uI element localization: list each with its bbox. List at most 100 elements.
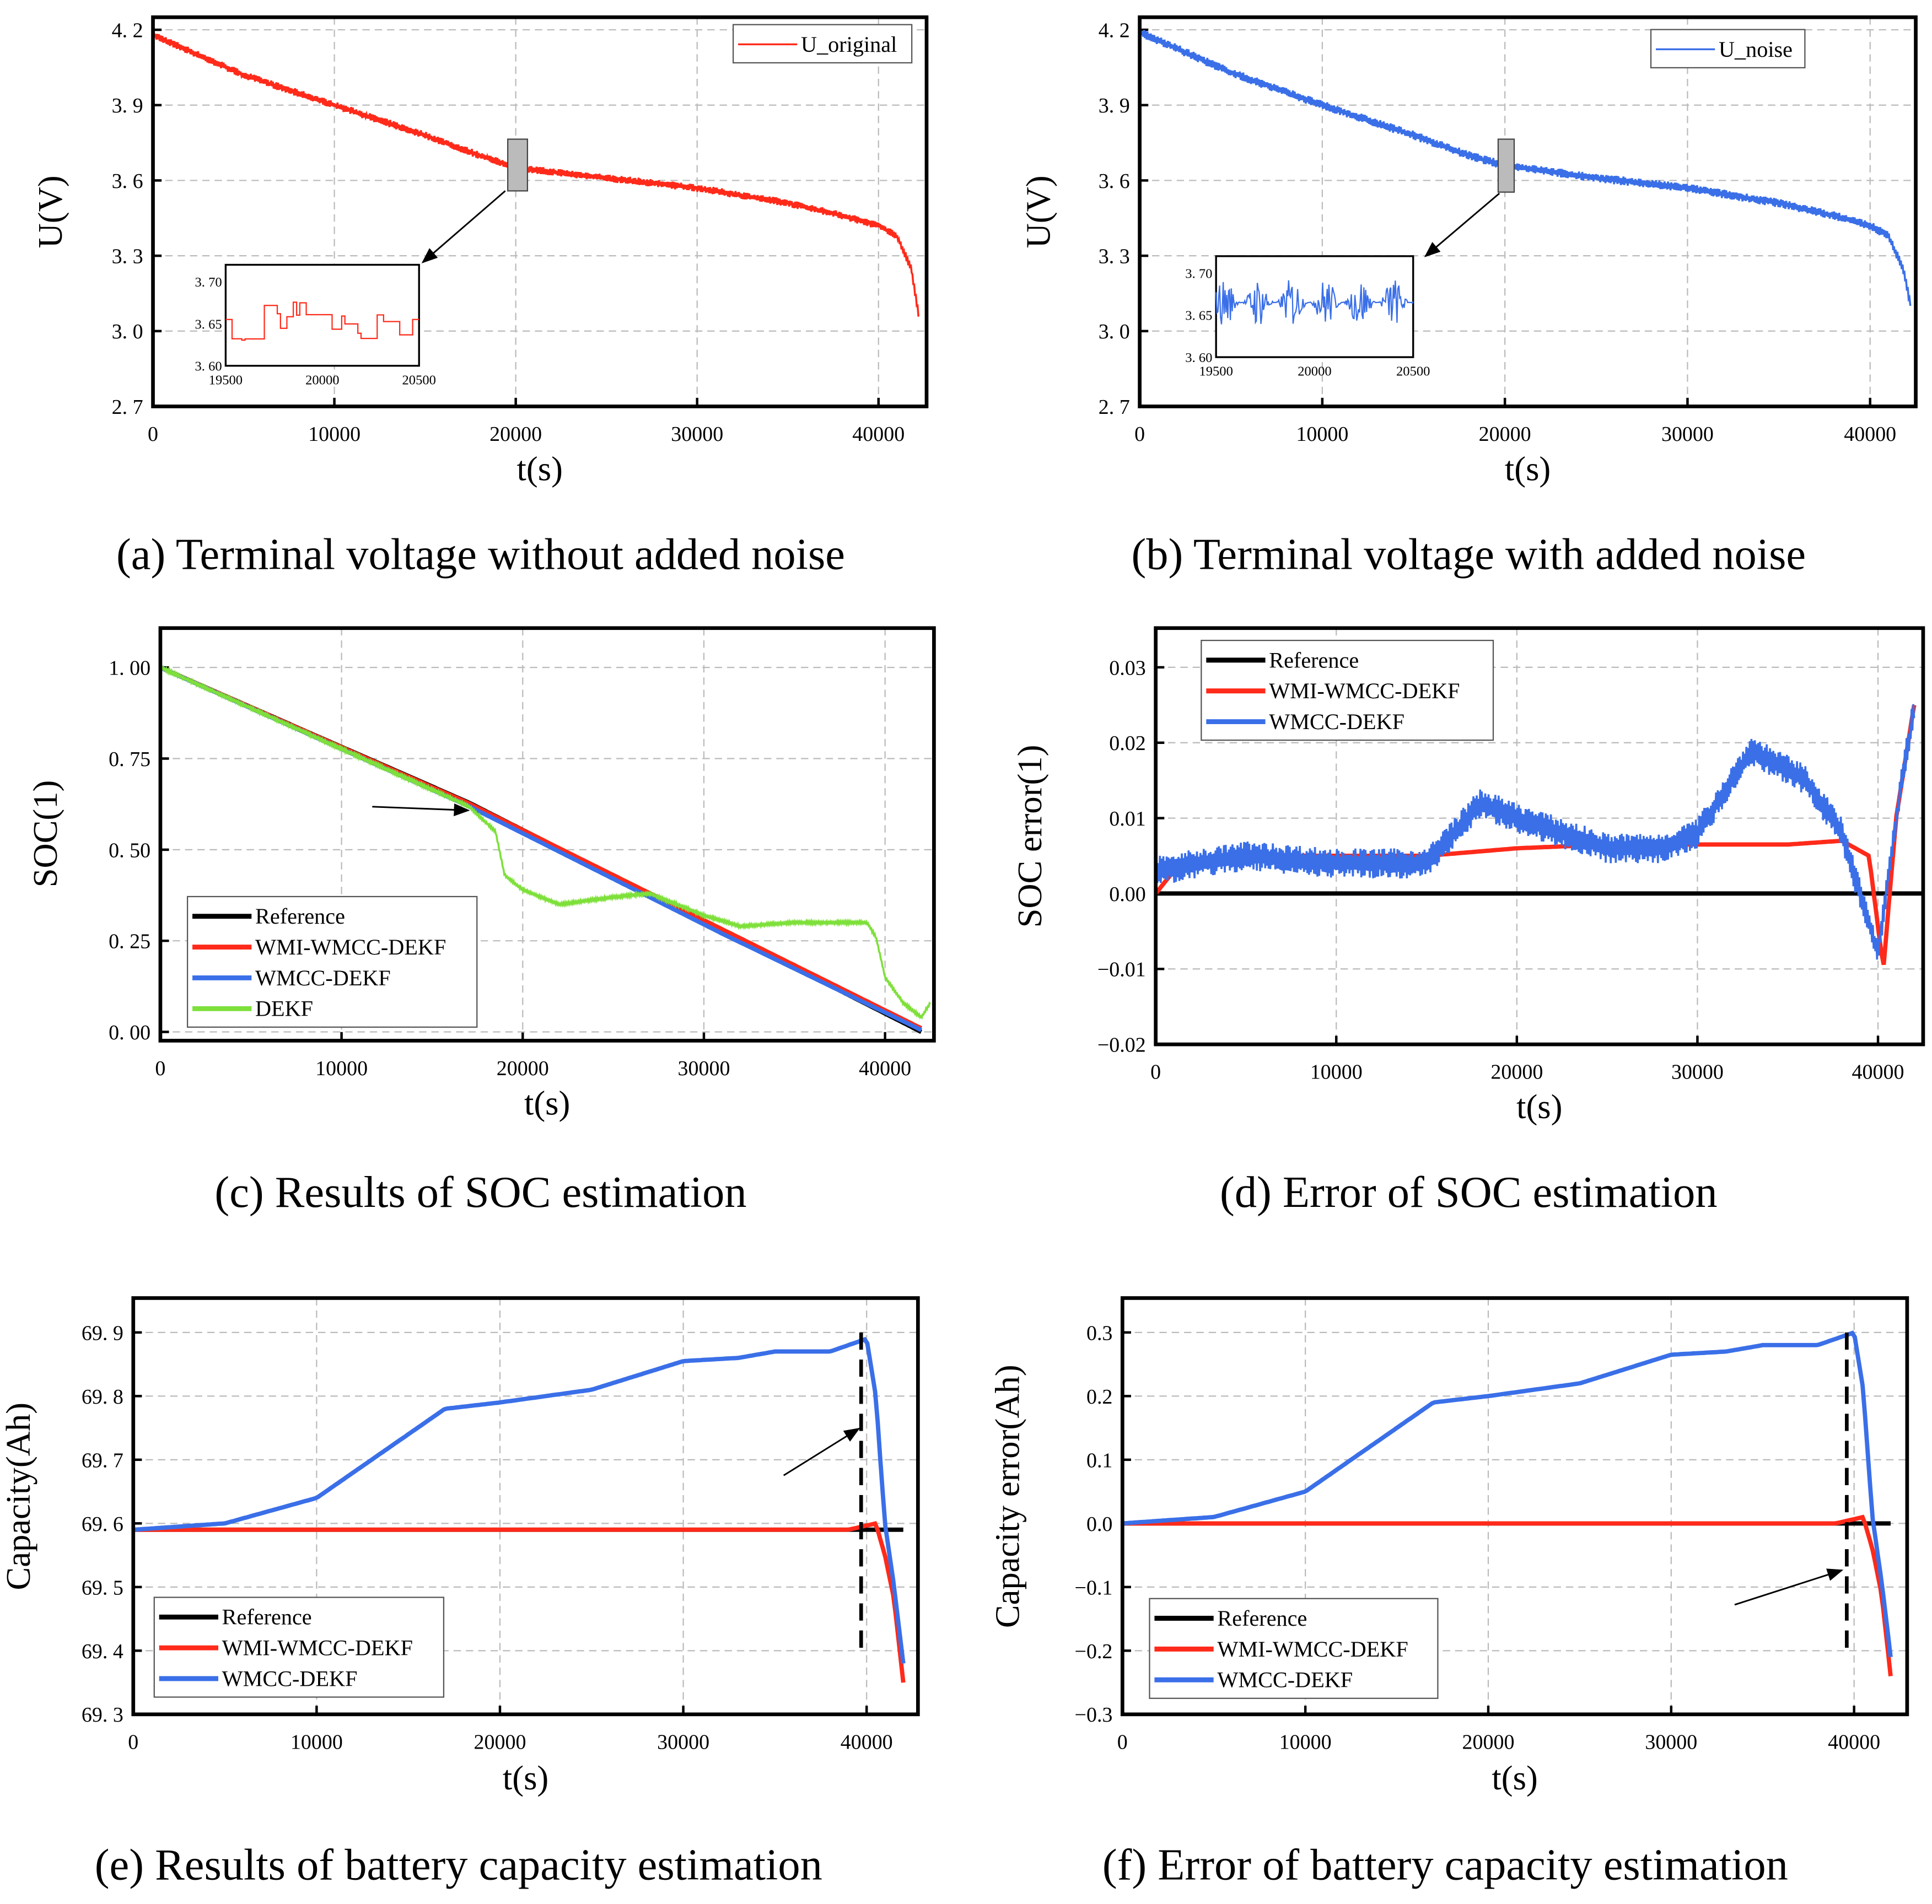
chart-d: 0 10000 20000 30000 40000 −0.02 −0.01 0.00 0.01 0…	[1010, 626, 1925, 1217]
x-axis-label: t(s)	[517, 450, 563, 488]
y-tick-label: 69. 5	[82, 1576, 123, 1599]
inset-x-tick-label: 19500	[209, 373, 243, 387]
x-tick-label: 40000	[852, 423, 905, 446]
legend-label: U_noise	[1719, 37, 1793, 62]
y-tick-label: 0.01	[1109, 807, 1145, 830]
x-tick-label: 10000	[1310, 1061, 1363, 1084]
x-axis-label: t(s)	[1516, 1087, 1562, 1126]
series-u-original	[153, 31, 920, 317]
legend-label: WMCC-DEKF	[1269, 709, 1404, 734]
chart-e: 0 10000 20000 30000 40000 69. 3 69. 4 69. 5 69. …	[0, 1296, 920, 1889]
x-tick-label: 0	[128, 1730, 138, 1754]
y-axis-label: U(V)	[31, 175, 69, 248]
inset-y-tick-label: 3. 70	[195, 275, 222, 290]
y-tick-label: 4. 2	[1099, 19, 1130, 42]
arrow-annotation	[372, 803, 470, 817]
inset-y-tick-label: 3. 60	[195, 359, 222, 374]
y-tick-label: 0.0	[1086, 1513, 1112, 1536]
y-tick-label: 69. 6	[82, 1513, 123, 1536]
y-tick-label: 0.2	[1086, 1385, 1112, 1409]
plot-area	[133, 1332, 906, 1683]
legend-label: WMI-WMCC-DEKF	[255, 935, 446, 959]
y-tick-label: 3. 6	[1099, 170, 1130, 193]
y-tick-label: −0.01	[1097, 958, 1146, 981]
series-wmi-wmcc-dekf	[1122, 1514, 1893, 1676]
legend-label: WMI-WMCC-DEKF	[1217, 1637, 1408, 1662]
y-tick-label: 69. 3	[82, 1703, 123, 1727]
y-tick-label: 69. 7	[82, 1449, 123, 1472]
y-tick-label: 3. 3	[1099, 245, 1130, 268]
x-tick-label: 30000	[657, 1730, 709, 1754]
arrow-annotation	[1424, 192, 1500, 257]
inset-x-tick-label: 20000	[1298, 364, 1331, 379]
plot-frame	[131, 1296, 920, 1717]
x-axis-label: t(s)	[503, 1759, 548, 1797]
x-tick-label: 40000	[859, 1057, 911, 1080]
inset-x-tick-label: 20500	[402, 373, 436, 387]
y-tick-label: −0.3	[1075, 1703, 1113, 1727]
y-axis-label: SOC error(1)	[1010, 745, 1049, 927]
y-tick-label: 0.03	[1109, 656, 1145, 679]
y-tick-label: 0.02	[1109, 732, 1145, 755]
legend-label: Reference	[222, 1605, 312, 1630]
x-tick-label: 30000	[1645, 1730, 1697, 1754]
series-wmcc-dekf	[1122, 1330, 1893, 1658]
inset-x-tick-label: 20500	[1396, 364, 1430, 379]
x-axis-label: t(s)	[1505, 450, 1551, 488]
y-tick-label: −0.02	[1097, 1034, 1146, 1057]
series-u-noise	[1139, 30, 1912, 306]
inset-chart: 19500 20000 20500 3. 60 3. 65 3. 70	[195, 263, 436, 387]
plot-frame	[151, 15, 929, 408]
series-wmcc-dekf	[133, 1336, 906, 1664]
legend-label: U_original	[801, 32, 897, 57]
x-tick-label: 40000	[841, 1730, 893, 1754]
inset-y-tick-label: 3. 60	[1185, 350, 1212, 365]
x-tick-label: 30000	[1671, 1061, 1724, 1084]
legend-label: WMI-WMCC-DEKF	[222, 1636, 413, 1660]
inset-x-tick-label: 20000	[305, 373, 339, 387]
x-tick-label: 0	[1150, 1061, 1161, 1084]
caption: (a) Terminal voltage without added noise	[116, 530, 845, 579]
y-axis-label: SOC(1)	[26, 780, 64, 888]
x-tick-label: 30000	[677, 1057, 730, 1080]
series-wmi-wmcc-dekf	[133, 1521, 906, 1683]
x-tick-label: 20000	[1479, 423, 1531, 446]
legend-label: Reference	[1217, 1606, 1307, 1631]
y-tick-label: 2. 7	[1099, 396, 1130, 419]
caption: (c) Results of SOC estimation	[214, 1168, 746, 1217]
plot-frame	[1120, 1296, 1909, 1717]
x-tick-label: 0	[155, 1057, 165, 1080]
caption: (d) Error of SOC estimation	[1220, 1168, 1718, 1217]
y-axis-label: U(V)	[1019, 175, 1057, 248]
y-tick-label: 3. 9	[1099, 94, 1130, 117]
zoom-region-marker	[507, 138, 529, 192]
inset-y-tick-label: 3. 65	[195, 317, 222, 332]
y-tick-label: 0.00	[1109, 883, 1145, 906]
x-tick-label: 10000	[315, 1057, 368, 1080]
chart-c: 0 10000 20000 30000 40000 0. 00 0. 25 0. 50 0. 7…	[26, 626, 936, 1217]
legend-label: Reference	[1269, 648, 1359, 672]
arrow-annotation	[783, 1427, 860, 1476]
y-tick-label: 0. 25	[109, 930, 150, 953]
plot-area	[1139, 30, 1912, 306]
y-tick-label: 0. 75	[109, 748, 150, 771]
plot-area	[160, 665, 932, 1034]
arrow-annotation	[421, 190, 506, 263]
x-tick-label: 20000	[1490, 1061, 1543, 1084]
x-tick-label: 0	[1134, 423, 1145, 446]
legend-label: Reference	[255, 904, 345, 929]
legend-label: WMCC-DEKF	[222, 1666, 358, 1691]
y-tick-label: 3. 3	[112, 245, 143, 268]
x-tick-label: 20000	[474, 1730, 526, 1754]
x-tick-label: 10000	[290, 1730, 343, 1754]
x-tick-label: 40000	[1844, 423, 1896, 446]
x-tick-label: 0	[1117, 1730, 1128, 1754]
y-tick-label: 4. 2	[112, 19, 143, 42]
inset-y-tick-label: 3. 65	[1185, 309, 1212, 323]
y-tick-label: 2. 7	[112, 396, 143, 419]
x-tick-label: 20000	[489, 423, 542, 446]
plot-frame	[158, 626, 936, 1043]
chart-f: 0 10000 20000 30000 40000 −0.3 −0.2 −0.1 0.0 0.1 0…	[988, 1296, 1909, 1889]
x-tick-label: 30000	[1661, 423, 1714, 446]
y-tick-label: 0. 50	[109, 839, 150, 862]
